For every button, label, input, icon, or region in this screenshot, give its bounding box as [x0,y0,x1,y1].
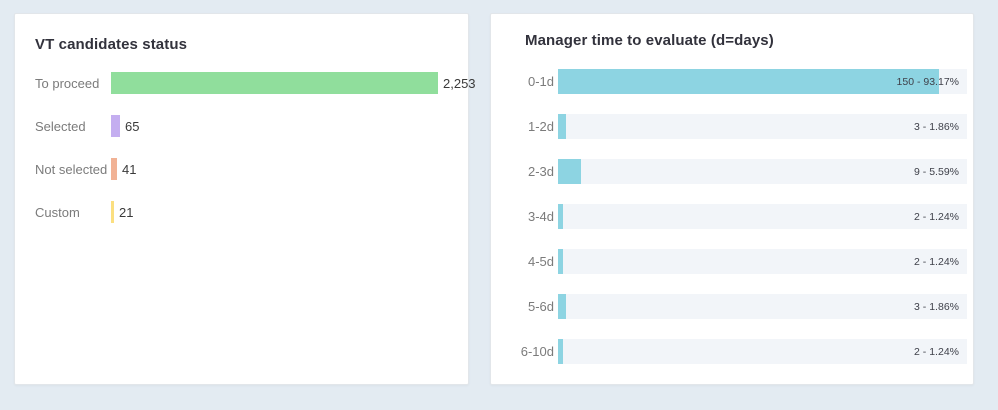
bar[interactable] [111,72,438,94]
category-label: 2-3d [527,164,554,179]
bar[interactable] [558,249,564,274]
bar-track: 2 - 1.24% [558,249,967,274]
chart-row: To proceed 2,253 [35,72,476,94]
bar-track: 2 - 1.24% [558,204,967,229]
chart-row: 3-4d 2 - 1.24% [499,204,973,229]
chart-row: 2-3d 9 - 5.59% [499,159,973,184]
bar-track: 9 - 5.59% [558,159,967,184]
bar[interactable] [558,159,581,184]
category-label: 6-10d [520,344,554,359]
value-label: 3 - 1.86% [914,120,959,133]
category-label: To proceed [35,75,100,91]
value-label: 65 [125,118,140,134]
bar-track: 3 - 1.86% [558,114,967,139]
value-label: 2 - 1.24% [914,255,959,268]
chart-row: Custom 21 [35,201,468,223]
value-label: 21 [119,204,134,220]
manager-time-chart: 0-1d 150 - 93.17% 1-2d 3 - 1.86% 2-3d 9 - 5.5… [499,69,973,364]
category-label: 1-2d [527,119,554,134]
chart-row: 4-5d 2 - 1.24% [499,249,973,274]
bar-track: 2 - 1.24% [558,339,967,364]
category-label: Custom [35,204,80,220]
bar[interactable] [558,204,564,229]
chart-row: Not selected 41 [35,158,468,180]
bar-track: 150 - 93.17% [558,69,967,94]
value-label: 3 - 1.86% [914,300,959,313]
category-label: 4-5d [527,254,554,269]
value-label: 2,253 [443,75,476,91]
chart-row: 6-10d 2 - 1.24% [499,339,973,364]
bar-track: 3 - 1.86% [558,294,967,319]
bar[interactable] [558,69,940,94]
chart-row: Selected 65 [35,115,468,137]
panel-manager-time-to-evaluate: Manager time to evaluate (d=days) 0-1d 15… [490,13,974,385]
category-label: Not selected [35,161,108,177]
value-label: 2 - 1.24% [914,345,959,358]
bar[interactable] [558,294,566,319]
panel-title: VT candidates status [35,36,188,53]
chart-row: 1-2d 3 - 1.86% [499,114,973,139]
bar[interactable] [558,114,566,139]
panel-title: Manager time to evaluate (d=days) [525,32,774,49]
value-label: 150 - 93.17% [896,75,959,88]
category-label: 5-6d [527,299,554,314]
chart-row: 0-1d 150 - 93.17% [499,69,973,94]
category-label: 3-4d [527,209,554,224]
vt-candidates-status-chart: To proceed 2,253 Selected 65 Not selected 41 C… [35,72,476,223]
panel-vt-candidates-status: VT candidates status To proceed 2,253 Sele… [14,13,476,385]
value-label: 9 - 5.59% [914,165,959,178]
bar[interactable] [111,115,120,137]
category-label: Selected [35,118,86,134]
category-label: 0-1d [527,74,554,89]
bar[interactable] [111,201,114,223]
value-label: 41 [122,161,137,177]
bar[interactable] [111,158,117,180]
value-label: 2 - 1.24% [914,210,959,223]
chart-row: 5-6d 3 - 1.86% [499,294,973,319]
bar[interactable] [558,339,564,364]
